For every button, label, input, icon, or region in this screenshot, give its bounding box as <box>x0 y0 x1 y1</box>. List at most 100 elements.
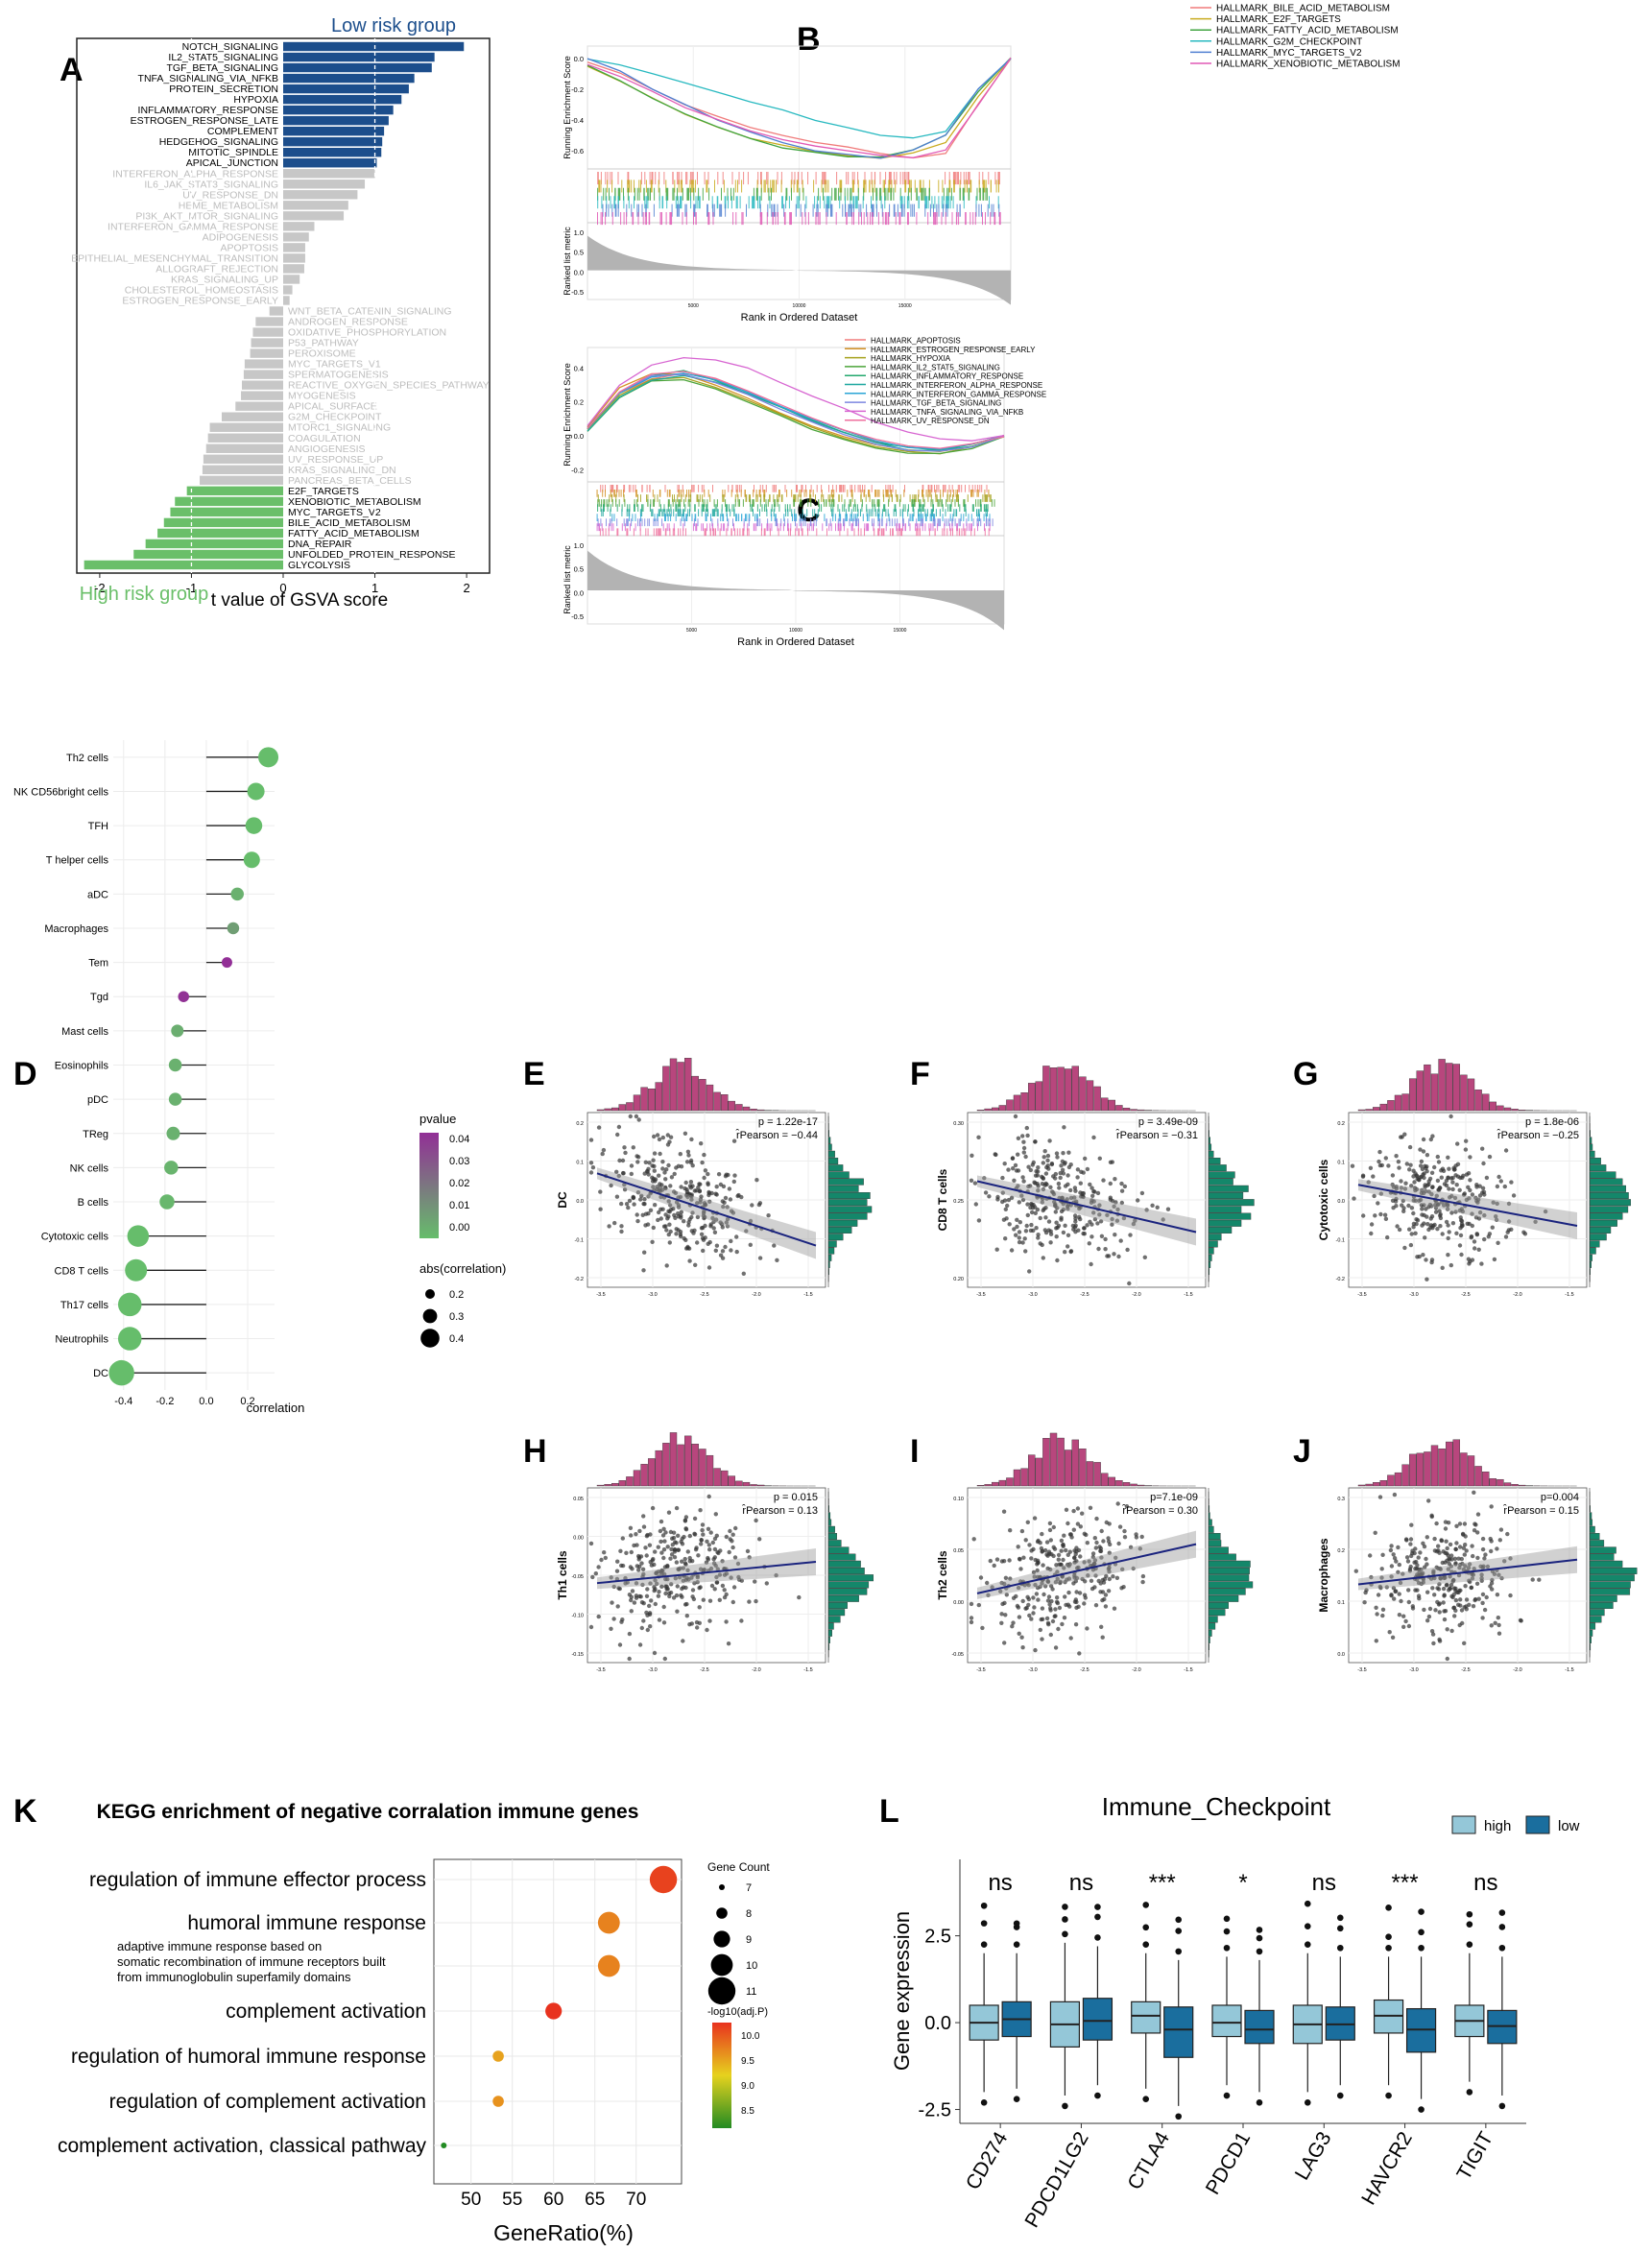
scatter-point <box>1467 1562 1472 1567</box>
hist-bar-right <box>827 1609 846 1617</box>
scatter-point <box>1016 1136 1021 1141</box>
scatter-point <box>1044 1616 1050 1621</box>
scatter-point <box>1411 1174 1416 1179</box>
scatter-point <box>1059 1163 1064 1168</box>
p-value-annotation: p = 1.22e-17 <box>758 1116 818 1128</box>
scatter-point <box>1417 1198 1422 1204</box>
es-curve-hallmark_tnfa_signaling_via_nfkb <box>587 356 1005 442</box>
scatter-point <box>1039 1545 1044 1551</box>
scatter-point <box>1444 1539 1448 1544</box>
scatter-point <box>1459 1218 1464 1223</box>
bar-androgen_response <box>255 317 283 326</box>
es-curve-hallmark_xenobiotic_metabolism <box>587 57 1012 158</box>
scatter-point <box>1056 1552 1062 1558</box>
scatter-point <box>1436 1602 1442 1607</box>
scatter-point <box>663 1591 668 1596</box>
scatter-point <box>699 1141 704 1146</box>
hist-bar-top <box>1438 1059 1446 1112</box>
scatter-point <box>1068 1636 1073 1641</box>
scatter-point <box>1446 1155 1450 1161</box>
scatter-point <box>1427 1176 1433 1182</box>
scatter-point <box>1457 1622 1462 1628</box>
scatter-point <box>1434 1193 1440 1199</box>
scatter-point <box>1425 1618 1430 1623</box>
scatter-point <box>1452 1195 1458 1201</box>
hist-bar-right <box>827 1150 835 1158</box>
scatter-point <box>1380 1607 1386 1613</box>
scatter-point <box>1388 1547 1394 1553</box>
scatter-point <box>1107 1576 1113 1582</box>
significance-label: * <box>1238 1870 1247 1896</box>
bar-bile_acid_metabolism <box>163 517 283 528</box>
scatter-point <box>1033 1205 1038 1210</box>
scatter-point <box>668 1556 673 1561</box>
y-tick-label: 0.4 <box>574 364 584 372</box>
scatter-point <box>1469 1234 1474 1239</box>
scatter-point <box>1425 1153 1430 1158</box>
scatter-point <box>700 1235 706 1241</box>
scatter-point <box>686 1246 692 1251</box>
scatter-point <box>1001 1217 1007 1222</box>
x-tick-label: -2.5 <box>1080 1667 1089 1673</box>
scatter-point <box>1073 1188 1078 1193</box>
scatter-point <box>1016 1152 1020 1157</box>
scatter-point <box>663 1530 668 1535</box>
scatter-point <box>1002 1641 1007 1645</box>
scatter-point <box>999 1559 1005 1564</box>
scatter-point <box>1054 1234 1059 1239</box>
scatter-point <box>1074 1590 1079 1594</box>
scatter-point <box>1106 1536 1111 1541</box>
outlier-point <box>1175 1928 1183 1934</box>
scatter-point <box>1447 1230 1451 1234</box>
scatter-point <box>1470 1576 1475 1581</box>
bar-il6_jak_stat3_signaling <box>283 180 366 189</box>
scatter-point <box>1462 1552 1468 1557</box>
scatter-point <box>598 1189 603 1194</box>
hist-bar-top <box>976 1485 985 1487</box>
outlier-point <box>1223 2092 1231 2099</box>
scatter-point <box>1091 1188 1096 1194</box>
hist-bar-top <box>648 1458 656 1487</box>
hist-bar-right <box>1589 1137 1592 1144</box>
outlier-point <box>1094 2092 1101 2099</box>
scatter-point <box>1112 1204 1116 1210</box>
scatter-point <box>697 1188 703 1193</box>
scatter-point <box>1463 1564 1468 1569</box>
hist-bar-right <box>1589 1519 1593 1526</box>
scatter-point <box>1472 1246 1477 1251</box>
hit-bars <box>597 172 1000 185</box>
scatter-point <box>588 1170 594 1175</box>
scatter-point <box>976 1218 982 1223</box>
scatter-point <box>1018 1557 1022 1562</box>
scatter-point <box>1432 1593 1437 1597</box>
scatter-point <box>1423 1235 1427 1240</box>
scatter-point <box>1482 1212 1487 1218</box>
ranked-metric-area <box>587 550 1004 631</box>
scatter-point <box>1377 1159 1381 1164</box>
scatter-point <box>588 1541 594 1546</box>
outlier-point <box>1466 1921 1473 1928</box>
scatter-point <box>667 1210 672 1214</box>
scatter-point <box>598 1207 603 1211</box>
es-curve-hallmark_tgf_beta_signaling <box>587 373 1005 452</box>
legend-entry: HALLMARK_ESTROGEN_RESPONSE_EARLY <box>871 346 1036 354</box>
outlier-point <box>1385 1944 1392 1952</box>
bar-reactive_oxygen_species_pathway <box>242 380 283 390</box>
scatter-point <box>1425 1169 1429 1174</box>
scatter-point <box>1048 1185 1053 1190</box>
scatter-point <box>1405 1559 1411 1564</box>
scatter-point <box>652 1134 657 1139</box>
scatter-point <box>1107 1569 1112 1574</box>
scatter-point <box>1074 1559 1079 1564</box>
scatter-point <box>1418 1147 1423 1152</box>
scatter-point <box>1075 1506 1081 1511</box>
hist-bar-right <box>1589 1546 1616 1554</box>
outlier-point <box>1256 1934 1263 1942</box>
scatter-point <box>1073 1579 1079 1584</box>
bar-label: APICAL_SURFACE <box>288 401 377 413</box>
hist-bar-top <box>1137 1109 1145 1112</box>
scatter-point <box>1451 1577 1456 1583</box>
scatter-point <box>1394 1559 1399 1564</box>
scatter-point <box>1075 1175 1080 1180</box>
scatter-point <box>1165 1207 1171 1211</box>
